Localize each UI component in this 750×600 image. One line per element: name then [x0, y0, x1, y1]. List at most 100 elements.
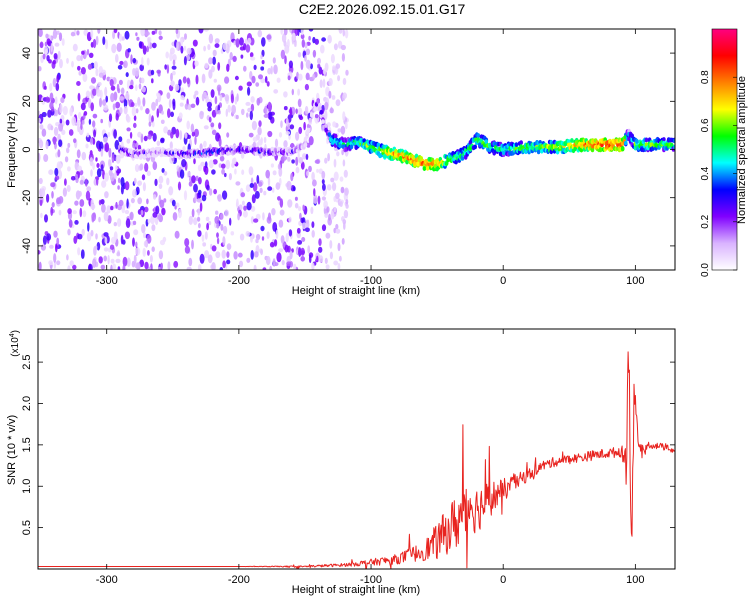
heatmap-cell [110, 85, 116, 91]
y-tick-label: 1.0 [21, 479, 33, 494]
heatmap-cell [258, 181, 263, 187]
heatmap-cell [133, 229, 139, 236]
heatmap-cell [241, 200, 245, 206]
heatmap-cell [166, 92, 171, 99]
heatmap-cell [247, 107, 252, 113]
heatmap-cell [183, 56, 187, 66]
heatmap-cell [260, 66, 265, 71]
spectrogram-y-label: Frequency (Hz) [6, 112, 18, 188]
heatmap-cell [194, 128, 199, 138]
heatmap-cell [222, 42, 228, 51]
heatmap-cell [280, 120, 283, 128]
heatmap-cell [82, 73, 88, 82]
heatmap-cell [287, 156, 291, 162]
heatmap-cell [318, 66, 323, 75]
heatmap-cell [53, 126, 59, 136]
colorbar-ticks: 0.0 0.2 0.4 0.6 0.8 [700, 70, 737, 277]
heatmap-cell [44, 214, 48, 223]
heatmap-cell [328, 78, 333, 86]
heatmap-cell [158, 35, 163, 40]
heatmap-cell [297, 88, 300, 96]
heatmap-cell [236, 198, 239, 209]
heatmap-cell [216, 237, 220, 245]
heatmap-ridge-cell [620, 146, 625, 152]
heatmap-cell [261, 60, 265, 65]
heatmap-cell [184, 132, 188, 139]
heatmap-cell [97, 81, 102, 87]
heatmap-cell [78, 125, 84, 136]
heatmap-cell [311, 171, 315, 181]
heatmap-cell [45, 96, 50, 103]
heatmap-cell [272, 170, 277, 176]
heatmap-cell [41, 111, 47, 118]
heatmap-cell [80, 249, 85, 259]
heatmap-cell [313, 188, 316, 197]
heatmap-cell [98, 72, 104, 78]
heatmap-cell [170, 131, 174, 139]
heatmap-cell [124, 231, 130, 240]
heatmap-cell [308, 136, 314, 146]
heatmap-cell [61, 38, 65, 46]
heatmap-cell [249, 70, 253, 80]
heatmap-cell [125, 218, 131, 229]
heatmap-cell [263, 136, 267, 144]
heatmap-cell [288, 60, 293, 69]
heatmap-cell [228, 173, 232, 181]
heatmap-cell [161, 207, 166, 216]
heatmap-cell [167, 261, 171, 270]
heatmap-cell [304, 227, 310, 233]
heatmap-cell [281, 260, 285, 266]
heatmap-cell [95, 35, 99, 46]
heatmap-cell [300, 161, 305, 170]
heatmap-cell [289, 106, 293, 117]
heatmap-cell [235, 38, 240, 48]
heatmap-cell [284, 55, 287, 65]
heatmap-cell [193, 183, 198, 193]
heatmap-cell [103, 247, 109, 252]
heatmap-cell [143, 232, 146, 239]
colorbar-tick-label: 0.4 [700, 166, 711, 180]
heatmap-cell [306, 170, 310, 177]
heatmap-cell [95, 233, 98, 240]
heatmap-cell [151, 30, 156, 35]
heatmap-ridge-cell [573, 146, 577, 152]
heatmap-cell [77, 92, 81, 102]
heatmap-cell [90, 203, 96, 210]
heatmap-cell [194, 60, 199, 67]
heatmap-cell [172, 59, 176, 66]
heatmap-cell [44, 85, 47, 90]
heatmap-ridge-cell [316, 99, 321, 104]
heatmap-cell [239, 37, 244, 46]
heatmap-cell [267, 186, 273, 191]
heatmap-cell [122, 264, 126, 270]
heatmap-cell [45, 140, 49, 150]
heatmap-cell [147, 266, 152, 270]
heatmap-cell [197, 264, 202, 270]
heatmap-cell [100, 199, 105, 205]
heatmap-cell [216, 232, 219, 238]
heatmap-cell [297, 206, 302, 212]
heatmap-cell [89, 157, 94, 167]
heatmap-cell [190, 103, 196, 109]
heatmap-ridge-cell [368, 144, 373, 150]
heatmap-cell [288, 229, 293, 237]
heatmap-cell [282, 242, 286, 248]
heatmap-cell [211, 109, 217, 118]
heatmap-cell [218, 137, 222, 147]
heatmap-cell [299, 212, 302, 220]
heatmap-cell [66, 254, 69, 261]
heatmap-cell [119, 96, 125, 101]
heatmap-cell [129, 211, 134, 221]
heatmap-cell [296, 227, 301, 234]
y-tick-label: -40 [21, 238, 33, 254]
heatmap-cell [191, 239, 194, 250]
heatmap-cell [102, 136, 108, 143]
heatmap-cell [230, 93, 234, 104]
heatmap-cell [68, 129, 74, 136]
heatmap-cell [245, 44, 251, 53]
heatmap-cell [136, 36, 140, 41]
heatmap-cell [108, 113, 113, 122]
heatmap-cell [122, 256, 128, 267]
heatmap-cell [226, 251, 230, 258]
heatmap-cell [135, 241, 138, 248]
